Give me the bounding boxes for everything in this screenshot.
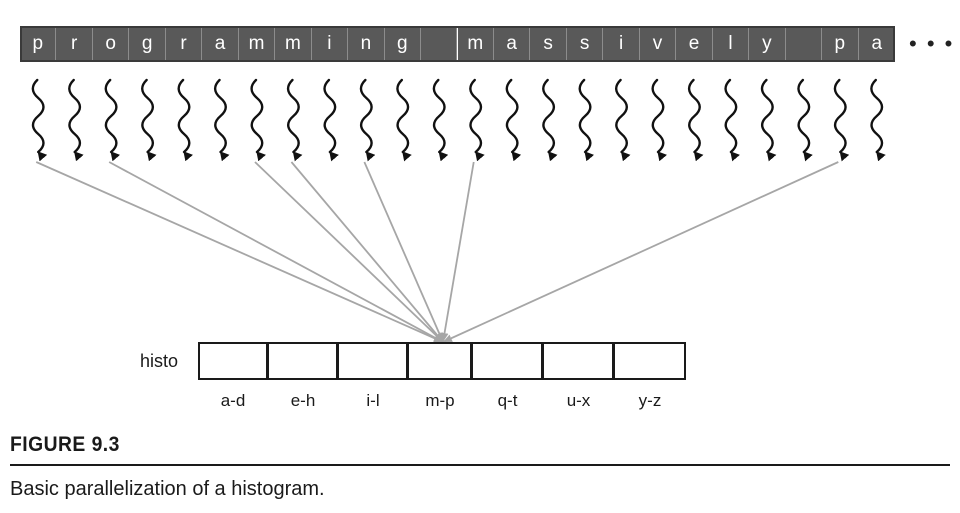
wavy-arrow-icon	[614, 78, 631, 162]
wavy-arrow-icon	[432, 78, 449, 162]
wavy-arrow-icon	[323, 78, 339, 162]
input-char-cell: a	[202, 26, 239, 62]
mapping-arrow	[440, 161, 475, 343]
input-char-cell	[785, 26, 823, 62]
wavy-arrow-icon	[141, 78, 157, 162]
wavy-arrow-icon	[760, 78, 777, 162]
wavy-arrow-icon	[505, 78, 522, 162]
mapping-arrow	[442, 161, 839, 343]
wavy-arrow-icon	[396, 78, 412, 162]
histogram-bin-label: y-z	[638, 391, 662, 410]
histogram-bin-cell	[337, 342, 408, 380]
wavy-arrow-icon	[687, 78, 704, 162]
input-char-cell: a	[858, 26, 895, 62]
wavy-arrow-icon	[833, 78, 850, 162]
input-char-cell: p	[20, 26, 57, 62]
input-char-cell: g	[384, 26, 422, 62]
input-char-cell: i	[311, 26, 349, 62]
mapping-arrow	[363, 161, 444, 343]
wavy-arrow-icon	[286, 78, 303, 162]
wavy-arrow-icon	[359, 78, 376, 162]
histogram-bin-label: m-p	[425, 391, 455, 410]
histogram-bin-cell	[471, 342, 543, 380]
histogram-bin-label: u-x	[566, 391, 591, 410]
caption-divider	[10, 464, 950, 466]
histogram-bin-label: e-h	[290, 391, 316, 410]
input-char-cell: g	[129, 26, 166, 62]
wavy-arrow-icon	[469, 78, 485, 162]
wavy-arrow-icon	[68, 78, 84, 162]
figure-caption: Basic parallelization of a histogram.	[10, 478, 325, 500]
histogram-bin-cell	[613, 342, 686, 380]
wavy-arrow-icon	[870, 78, 886, 162]
figure-label: FIGURE 9.3	[10, 433, 120, 456]
histogram-bin-cell	[198, 342, 268, 380]
continuation-ellipsis: • • •	[909, 31, 955, 56]
wavy-arrow-icon	[104, 78, 121, 162]
input-char-cell: r	[56, 26, 93, 62]
input-char-cell: p	[822, 26, 859, 62]
input-char-cell: l	[712, 26, 750, 62]
mapping-arrows	[35, 161, 839, 343]
mapping-arrow	[35, 161, 444, 343]
input-char-cell: s	[530, 26, 567, 62]
input-char-cell: m	[275, 26, 312, 62]
wavy-arrow-icon	[213, 78, 230, 162]
threads-row	[31, 78, 886, 162]
wavy-arrow-icon	[797, 78, 813, 162]
wavy-arrow-icon	[31, 78, 48, 162]
wavy-arrow-icon	[177, 78, 194, 162]
histogram-array	[198, 342, 686, 380]
input-char-cell: y	[749, 26, 786, 62]
histogram-bin-cell	[407, 342, 472, 380]
input-char-cell: s	[566, 26, 604, 62]
histogram-bin-cell	[267, 342, 338, 380]
histogram-bin-cell	[542, 342, 614, 380]
input-char-cell: e	[676, 26, 713, 62]
input-char-cell: i	[603, 26, 640, 62]
wavy-arrow-icon	[250, 78, 266, 162]
histogram-bin-label: i-l	[366, 391, 380, 410]
input-char-cell: a	[493, 26, 531, 62]
input-char-cell	[421, 26, 458, 62]
input-char-cell: n	[348, 26, 385, 62]
histogram-bin-label: q-t	[497, 391, 518, 410]
input-char-cell: o	[92, 26, 130, 62]
wavy-arrow-icon	[542, 78, 558, 162]
mapping-arrow	[108, 161, 444, 343]
histogram-bin-label: a-d	[220, 391, 246, 410]
mapping-arrow	[254, 161, 444, 343]
input-char-cell: m	[238, 26, 276, 62]
wavy-arrow-icon	[578, 78, 595, 162]
wavy-arrow-icon	[724, 78, 740, 162]
input-char-cell: v	[639, 26, 677, 62]
wavy-arrow-icon	[651, 78, 668, 162]
histogram-label: histo	[140, 351, 179, 371]
mapping-arrow	[290, 161, 444, 343]
input-char-cell: m	[457, 26, 494, 62]
input-char-cell: r	[165, 26, 203, 62]
